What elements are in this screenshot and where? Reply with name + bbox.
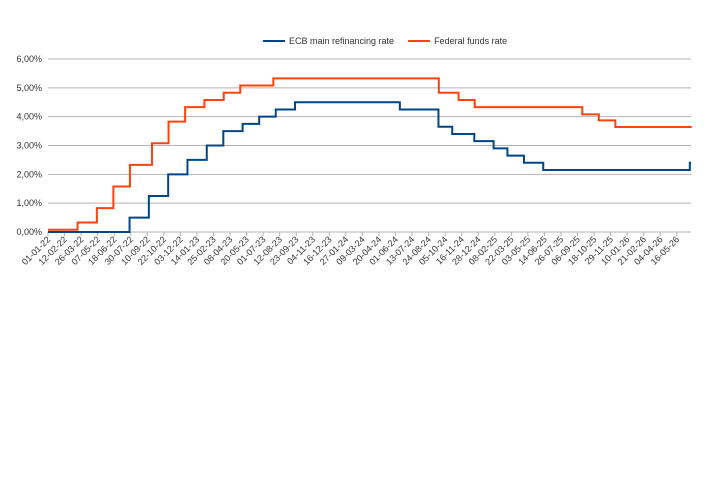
legend-label: Federal funds rate xyxy=(434,36,507,46)
y-tick-label: 6,00% xyxy=(16,54,42,64)
series-line xyxy=(48,101,691,233)
y-tick-label: 2,00% xyxy=(16,169,42,179)
series-line xyxy=(48,77,692,231)
y-tick-label: 5,00% xyxy=(16,83,42,93)
y-tick-label: 0,00% xyxy=(16,227,42,237)
y-tick-label: 3,00% xyxy=(16,141,42,151)
y-tick-label: 1,00% xyxy=(16,198,42,208)
legend-label: ECB main refinancing rate xyxy=(289,36,394,46)
y-tick-label: 4,00% xyxy=(16,112,42,122)
